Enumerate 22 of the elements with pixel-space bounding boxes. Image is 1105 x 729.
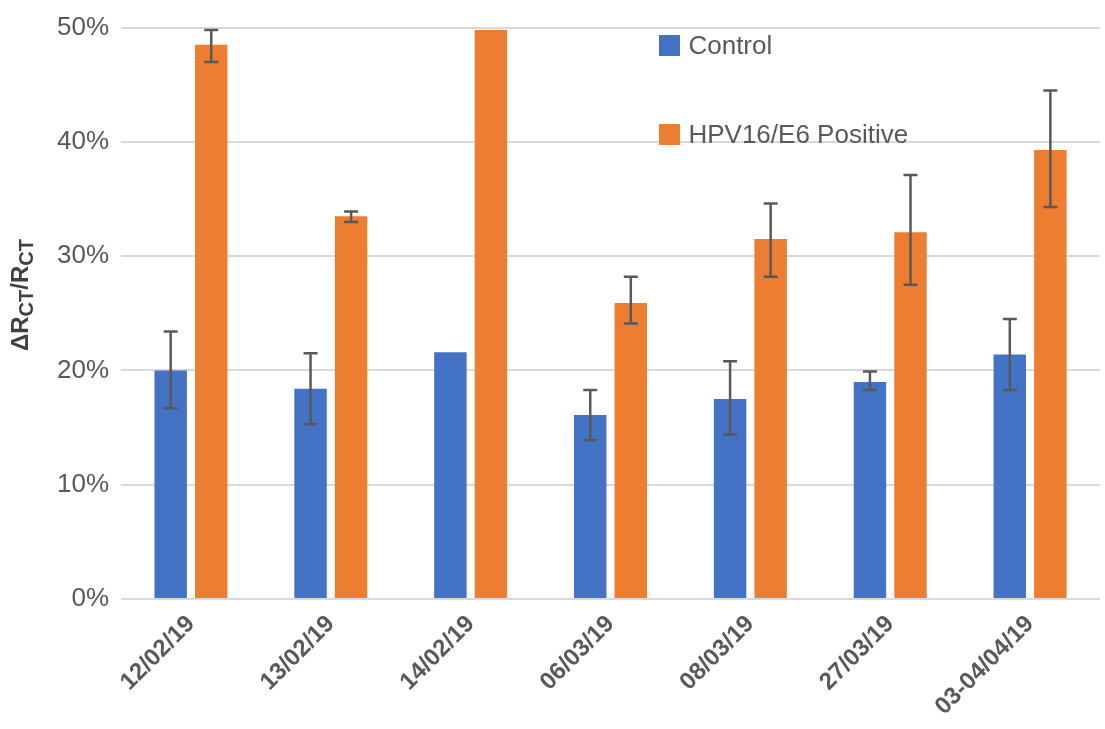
bar xyxy=(195,44,228,599)
bar xyxy=(334,216,368,599)
legend-label: Control xyxy=(688,29,773,61)
bar xyxy=(294,388,327,599)
y-tick-label: 10% xyxy=(56,467,110,498)
bar xyxy=(853,381,887,599)
y-tick-label: 40% xyxy=(56,125,110,156)
bar xyxy=(614,303,648,599)
bar xyxy=(894,232,927,599)
bar xyxy=(434,352,467,599)
y-tick-label: 30% xyxy=(56,239,110,270)
y-tick-label: 20% xyxy=(56,353,110,384)
bar xyxy=(993,354,1027,599)
bar xyxy=(754,239,787,599)
bar xyxy=(713,399,747,599)
bar xyxy=(474,29,508,599)
legend-label: HPV16/E6 Positive xyxy=(688,118,909,150)
bar xyxy=(574,415,607,599)
y-tick-label: 0% xyxy=(71,582,110,613)
bar xyxy=(154,370,187,599)
bar xyxy=(1034,149,1067,599)
y-tick-label: 50% xyxy=(56,10,110,41)
